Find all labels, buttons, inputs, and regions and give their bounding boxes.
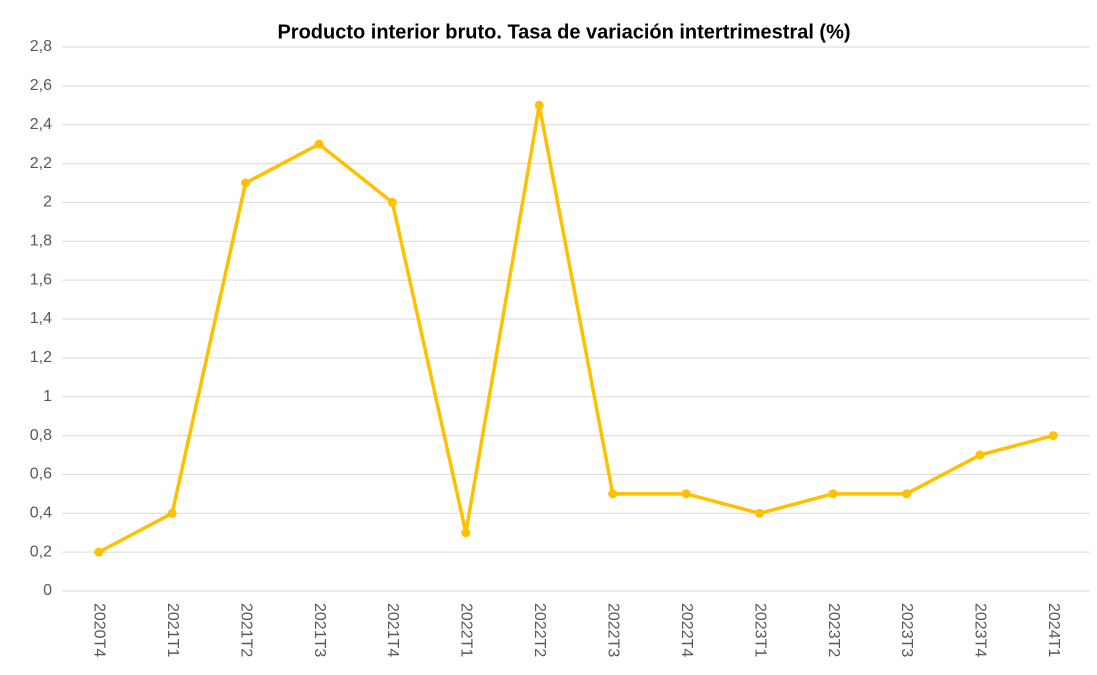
y-tick-label: 1,4 — [30, 310, 52, 327]
line — [97, 103, 1054, 554]
x-tick-label: 2021T1 — [164, 603, 181, 657]
point — [94, 547, 104, 557]
y-tick-label: 2 — [43, 194, 52, 211]
x-tick-label: 2023T1 — [751, 603, 768, 657]
y-tick-label: 2,2 — [30, 155, 52, 172]
y-tick-label: 0,6 — [30, 466, 52, 483]
point — [1048, 431, 1058, 441]
x-tick-label: 2021T2 — [237, 603, 254, 657]
y-tick-label: 1,2 — [30, 349, 52, 366]
point — [241, 178, 251, 188]
x-tick-label: 2022T3 — [604, 603, 621, 657]
y-tick-label: 2,8 — [30, 38, 52, 55]
x-tick-label: 2020T4 — [90, 603, 107, 657]
point — [314, 139, 324, 149]
point — [167, 508, 177, 518]
point — [608, 489, 618, 499]
point — [534, 100, 544, 110]
point — [681, 489, 691, 499]
point — [828, 489, 838, 499]
point — [387, 197, 397, 207]
x-tick-label: 2024T1 — [1045, 603, 1062, 657]
x-tick-label: 2022T2 — [531, 603, 548, 657]
y-tick-label: 1,6 — [30, 271, 52, 288]
x-tick-label: 2021T3 — [311, 603, 328, 657]
y-tick-label: 0,4 — [30, 505, 52, 522]
y-tick-label: 1,8 — [30, 233, 52, 250]
chart-title: Producto interior bruto. Tasa de variaci… — [277, 21, 850, 43]
point — [755, 508, 765, 518]
y-tick-label: 1 — [43, 388, 52, 405]
point — [975, 450, 985, 460]
y-tick-label: 0 — [43, 582, 52, 599]
x-tick-label: 2022T4 — [678, 603, 695, 657]
x-tick-label: 2022T1 — [458, 603, 475, 657]
point — [901, 489, 911, 499]
x-tick-label: 2023T3 — [898, 603, 915, 657]
x-tick-label: 2023T4 — [972, 603, 989, 657]
x-tick-label: 2023T2 — [825, 603, 842, 657]
x-tick-label: 2021T4 — [384, 603, 401, 657]
y-tick-label: 0,2 — [30, 543, 52, 560]
y-tick-label: 2,4 — [30, 116, 52, 133]
y-tick-label: 0,8 — [30, 427, 52, 444]
y-tick-label: 2,6 — [30, 77, 52, 94]
point — [461, 528, 471, 538]
